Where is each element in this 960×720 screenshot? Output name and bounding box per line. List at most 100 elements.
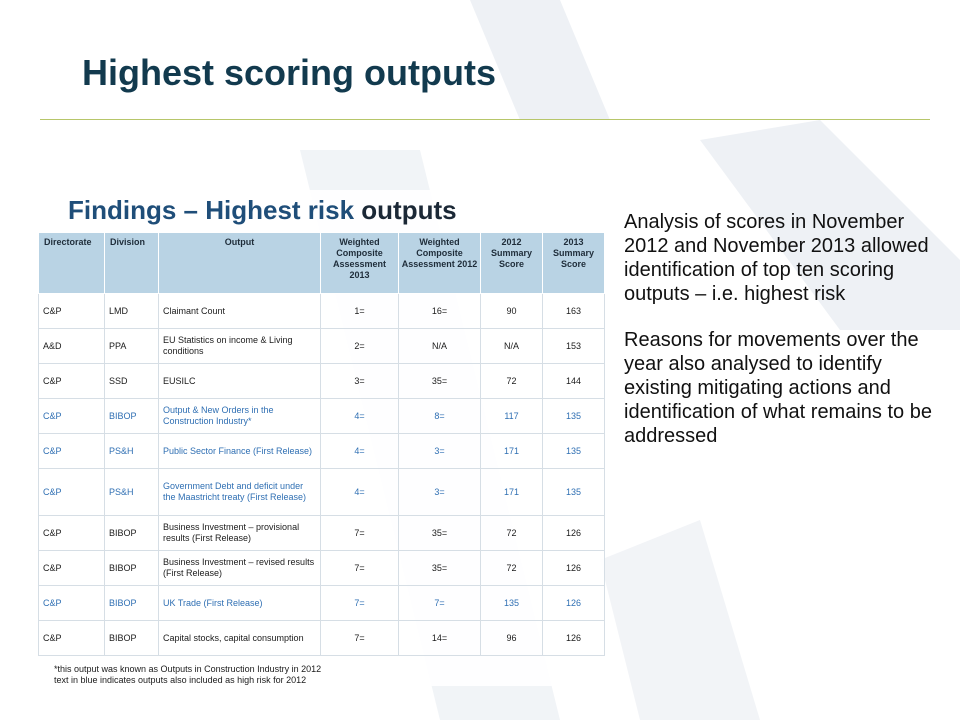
- findings-table-image: Findings – Highest risk outputs Director…: [38, 190, 605, 686]
- output-cell: Business Investment – revised results (F…: [158, 550, 321, 586]
- table-header-row: Directorate Division Output Weighted Com…: [38, 232, 605, 294]
- wca-2012-cell: N/A: [398, 328, 481, 364]
- findings-heading: Findings – Highest risk outputs: [68, 190, 604, 230]
- output-cell: Claimant Count: [158, 293, 321, 329]
- column-header: Weighted Composite Assessment 2013: [320, 232, 399, 294]
- column-header: 2013 Summary Score: [542, 232, 605, 294]
- output-cell: UK Trade (First Release): [158, 585, 321, 621]
- directorate-cell: C&P: [38, 363, 105, 399]
- score-2013-cell: 135: [542, 433, 605, 469]
- output-cell: Output & New Orders in the Construction …: [158, 398, 321, 434]
- division-cell: BIBOP: [104, 515, 159, 551]
- division-cell: PS&H: [104, 433, 159, 469]
- wca-2013-cell: 4=: [320, 468, 399, 516]
- division-cell: BIBOP: [104, 620, 159, 656]
- wca-2012-cell: 3=: [398, 468, 481, 516]
- wca-2013-cell: 3=: [320, 363, 399, 399]
- findings-heading-part2: outputs: [361, 195, 457, 225]
- wca-2013-cell: 1=: [320, 293, 399, 329]
- column-header: 2012 Summary Score: [480, 232, 543, 294]
- wca-2012-cell: 16=: [398, 293, 481, 329]
- column-header: Division: [104, 232, 159, 294]
- column-header: Directorate: [38, 232, 105, 294]
- score-2012-cell: 171: [480, 433, 543, 469]
- wca-2013-cell: 2=: [320, 328, 399, 364]
- score-2012-cell: 117: [480, 398, 543, 434]
- table-row: C&P BIBOP Business Investment – provisio…: [38, 515, 605, 551]
- score-2012-cell: 135: [480, 585, 543, 621]
- page-title: Highest scoring outputs: [82, 52, 496, 93]
- score-2012-cell: 72: [480, 550, 543, 586]
- wca-2012-cell: 35=: [398, 515, 481, 551]
- directorate-cell: C&P: [38, 585, 105, 621]
- output-cell: Capital stocks, capital consumption: [158, 620, 321, 656]
- directorate-cell: C&P: [38, 620, 105, 656]
- directorate-cell: C&P: [38, 550, 105, 586]
- wca-2013-cell: 7=: [320, 620, 399, 656]
- wca-2012-cell: 3=: [398, 433, 481, 469]
- score-2013-cell: 126: [542, 550, 605, 586]
- division-cell: BIBOP: [104, 398, 159, 434]
- score-2013-cell: 153: [542, 328, 605, 364]
- wca-2013-cell: 4=: [320, 398, 399, 434]
- table-row: A&D PPA EU Statistics on income & Living…: [38, 328, 605, 364]
- table-footnotes: *this output was known as Outputs in Con…: [54, 664, 604, 686]
- analysis-paragraph: Analysis of scores in November 2012 and …: [624, 211, 929, 305]
- footnote: *this output was known as Outputs in Con…: [54, 664, 322, 674]
- score-2012-cell: 72: [480, 515, 543, 551]
- column-header: Weighted Composite Assessment 2012: [398, 232, 481, 294]
- score-2012-cell: N/A: [480, 328, 543, 364]
- wca-2013-cell: 7=: [320, 585, 399, 621]
- findings-heading-part1: Findings – Highest risk: [68, 195, 362, 225]
- score-2013-cell: 135: [542, 398, 605, 434]
- wca-2013-cell: 4=: [320, 433, 399, 469]
- directorate-cell: C&P: [38, 468, 105, 516]
- wca-2013-cell: 7=: [320, 550, 399, 586]
- score-2013-cell: 163: [542, 293, 605, 329]
- table-row: C&P LMD Claimant Count 1= 16= 90 163: [38, 293, 605, 329]
- column-header: Output: [158, 232, 321, 294]
- score-2013-cell: 126: [542, 585, 605, 621]
- table-row: C&P BIBOP Output & New Orders in the Con…: [38, 398, 605, 434]
- directorate-cell: C&P: [38, 515, 105, 551]
- table-row: C&P BIBOP Capital stocks, capital consum…: [38, 620, 605, 656]
- division-cell: BIBOP: [104, 550, 159, 586]
- output-cell: EU Statistics on income & Living conditi…: [158, 328, 321, 364]
- score-2012-cell: 90: [480, 293, 543, 329]
- table-row: C&P BIBOP UK Trade (First Release) 7= 7=…: [38, 585, 605, 621]
- division-cell: SSD: [104, 363, 159, 399]
- score-2013-cell: 144: [542, 363, 605, 399]
- wca-2012-cell: 7=: [398, 585, 481, 621]
- division-cell: LMD: [104, 293, 159, 329]
- table-row: C&P PS&H Public Sector Finance (First Re…: [38, 433, 605, 469]
- score-2012-cell: 171: [480, 468, 543, 516]
- division-cell: PS&H: [104, 468, 159, 516]
- wca-2012-cell: 35=: [398, 550, 481, 586]
- table-row: C&P SSD EUSILC 3= 35= 72 144: [38, 363, 605, 399]
- score-2013-cell: 135: [542, 468, 605, 516]
- output-cell: Public Sector Finance (First Release): [158, 433, 321, 469]
- footnote: text in blue indicates outputs also incl…: [54, 675, 307, 685]
- division-cell: BIBOP: [104, 585, 159, 621]
- title-divider: [40, 119, 930, 120]
- wca-2012-cell: 35=: [398, 363, 481, 399]
- analysis-text: Analysis of scores in November 2012 and …: [624, 210, 944, 470]
- wca-2013-cell: 7=: [320, 515, 399, 551]
- score-2013-cell: 126: [542, 515, 605, 551]
- score-2013-cell: 126: [542, 620, 605, 656]
- analysis-paragraph: Reasons for movements over the year also…: [624, 329, 932, 447]
- directorate-cell: C&P: [38, 433, 105, 469]
- output-cell: EUSILC: [158, 363, 321, 399]
- directorate-cell: A&D: [38, 328, 105, 364]
- risk-table: Directorate Division Output Weighted Com…: [38, 232, 605, 656]
- wca-2012-cell: 14=: [398, 620, 481, 656]
- table-row: C&P PS&H Government Debt and deficit und…: [38, 468, 605, 516]
- score-2012-cell: 96: [480, 620, 543, 656]
- division-cell: PPA: [104, 328, 159, 364]
- score-2012-cell: 72: [480, 363, 543, 399]
- directorate-cell: C&P: [38, 293, 105, 329]
- directorate-cell: C&P: [38, 398, 105, 434]
- output-cell: Government Debt and deficit under the Ma…: [158, 468, 321, 516]
- wca-2012-cell: 8=: [398, 398, 481, 434]
- table-row: C&P BIBOP Business Investment – revised …: [38, 550, 605, 586]
